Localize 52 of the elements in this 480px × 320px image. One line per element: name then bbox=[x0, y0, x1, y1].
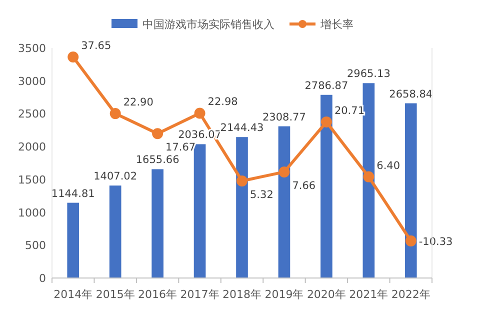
point bbox=[236, 175, 248, 186]
x-tick-label: 2016年 bbox=[138, 288, 178, 301]
data-label: 22.98 bbox=[208, 96, 238, 108]
data-label: 37.65 bbox=[81, 40, 112, 52]
bar bbox=[152, 169, 164, 278]
point bbox=[405, 235, 416, 246]
data-label: -10.33 bbox=[418, 236, 453, 248]
legend-label: 中国游戏市场实际销售收入 bbox=[142, 18, 274, 31]
data-label: 2965.13 bbox=[346, 68, 390, 80]
y-tick-label: 500 bbox=[25, 239, 46, 252]
x-tick-label: 2015年 bbox=[96, 288, 135, 301]
y-tick-label: 3500 bbox=[18, 42, 46, 55]
x-tick-label: 2017年 bbox=[180, 288, 220, 301]
y-tick-label: 1000 bbox=[18, 206, 46, 220]
point bbox=[68, 52, 79, 63]
point bbox=[278, 166, 290, 178]
data-label: 1655.66 bbox=[136, 154, 180, 166]
y-tick-label: 2500 bbox=[18, 108, 46, 121]
data-label: 1407.02 bbox=[94, 170, 138, 183]
x-tick-label: 2018年 bbox=[222, 288, 262, 301]
point bbox=[194, 108, 206, 119]
x-tick-label: 2020年 bbox=[306, 288, 346, 301]
data-label: 2658.84 bbox=[389, 88, 433, 100]
data-label: 5.32 bbox=[250, 188, 274, 201]
bar bbox=[278, 126, 290, 278]
y-tick-label: 3000 bbox=[18, 74, 46, 88]
bar bbox=[320, 94, 332, 278]
x-tick-label: 2022年 bbox=[391, 288, 430, 301]
bar bbox=[362, 83, 375, 278]
bar bbox=[109, 186, 122, 278]
data-label: 2308.77 bbox=[262, 111, 306, 124]
y-tick-label: 2000 bbox=[18, 140, 46, 154]
data-label: 7.66 bbox=[292, 180, 316, 192]
legend-label: 增长率 bbox=[320, 18, 354, 31]
x-tick-label: 2019年 bbox=[264, 288, 304, 301]
point bbox=[110, 108, 121, 120]
point bbox=[363, 171, 374, 182]
data-label: 1144.81 bbox=[51, 188, 95, 200]
data-label: 2144.43 bbox=[220, 122, 264, 134]
bar bbox=[194, 144, 206, 278]
x-tick-label: 2014年 bbox=[54, 288, 93, 301]
x-tick-label: 2021年 bbox=[349, 288, 388, 301]
data-label: 6.40 bbox=[376, 160, 400, 172]
bar bbox=[67, 202, 80, 278]
data-label: 2786.87 bbox=[304, 80, 348, 92]
bar bbox=[404, 103, 417, 278]
bar bbox=[236, 137, 248, 278]
point bbox=[152, 128, 164, 140]
y-tick-label: 1500 bbox=[18, 173, 46, 186]
point bbox=[320, 116, 332, 128]
y-tick-label: 0 bbox=[39, 272, 46, 285]
data-label: 22.90 bbox=[123, 96, 154, 109]
